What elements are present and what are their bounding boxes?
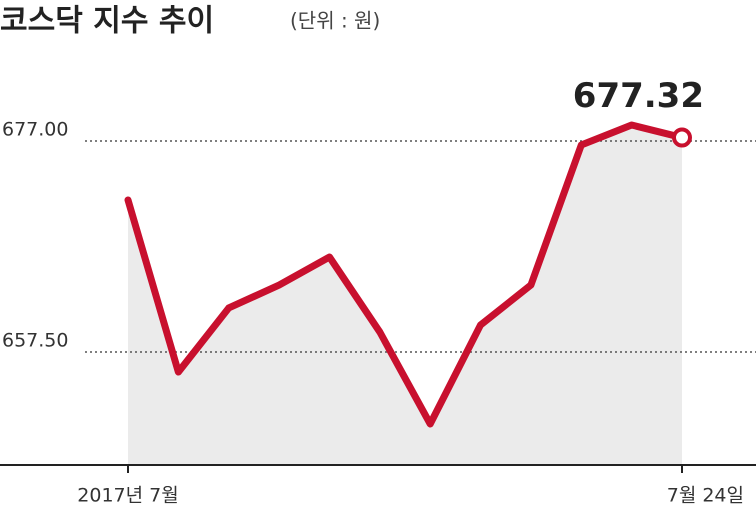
end-point <box>672 127 692 148</box>
x-tick-label: 2017년 7월 <box>77 485 178 507</box>
value-label: 677.32 <box>573 76 704 116</box>
x-tick-label: 7월 24일 <box>667 485 744 507</box>
line <box>124 121 686 428</box>
chart-title: 코스닥 지수 추이 <box>0 4 214 39</box>
y-tick-label: 657.50 <box>2 330 68 352</box>
area <box>128 124 682 465</box>
y-tick-label: 677.00 <box>2 119 68 141</box>
chart-subtitle: (단위 : 원) <box>290 9 380 33</box>
